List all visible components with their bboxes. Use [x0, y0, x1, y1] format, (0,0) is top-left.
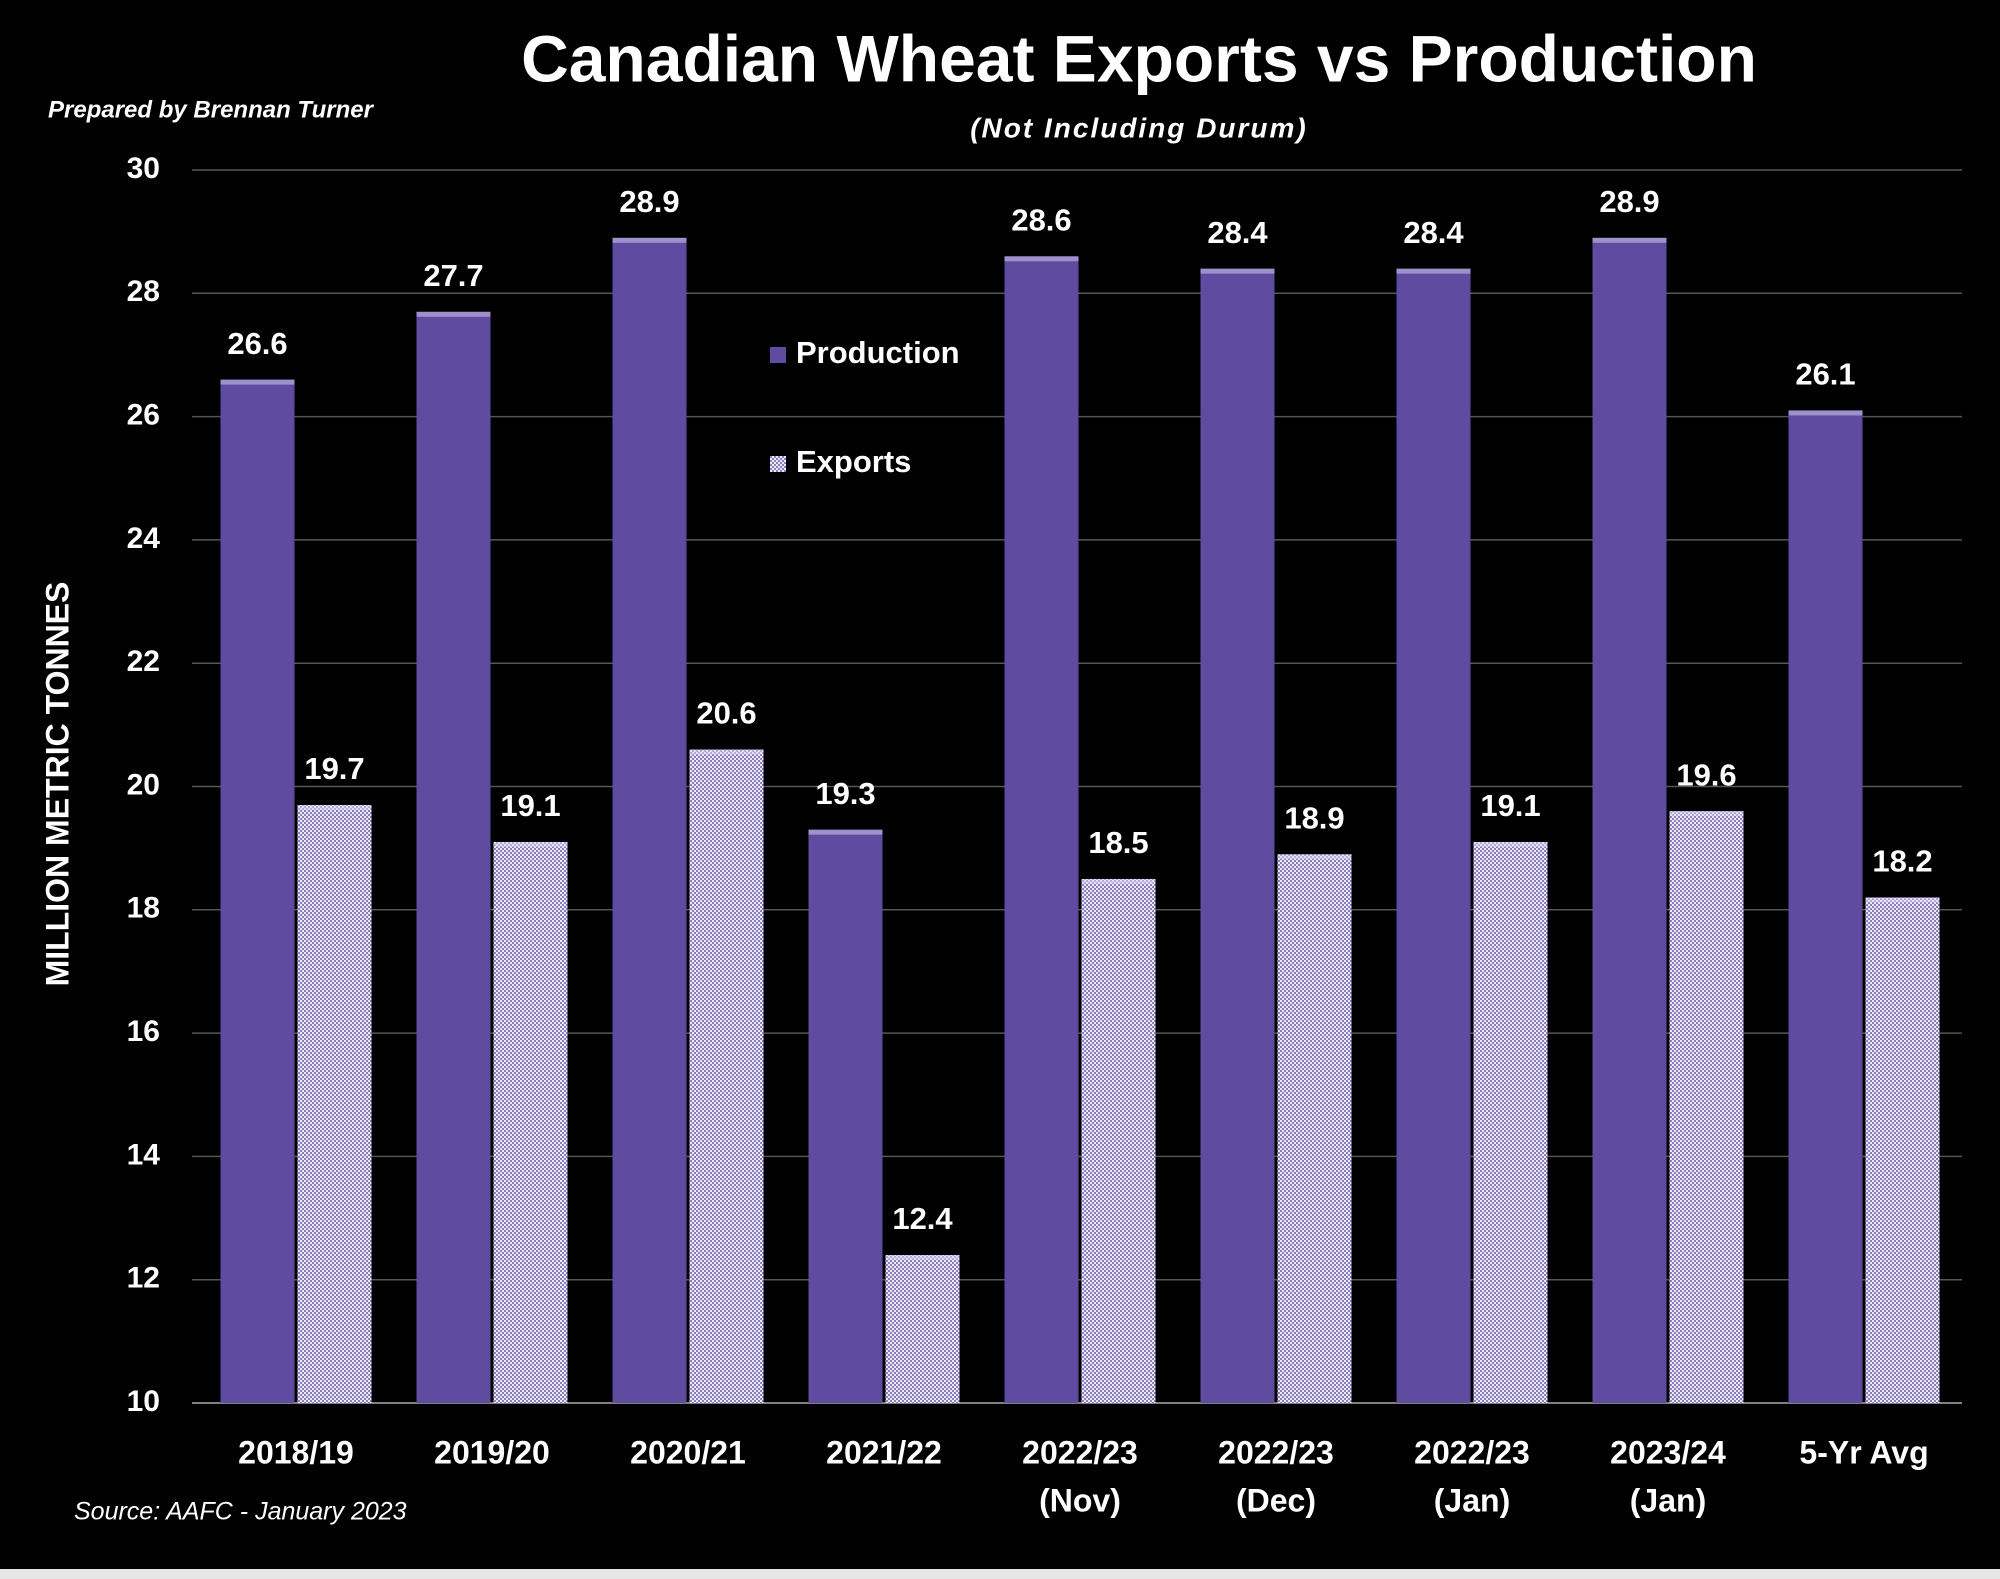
bar-cap	[808, 829, 883, 835]
y-tick-label: 24	[127, 522, 161, 555]
bar	[1081, 878, 1156, 1403]
legend-label: Exports	[796, 444, 911, 479]
value-label: 26.1	[1795, 357, 1855, 392]
bar-cap	[297, 804, 372, 810]
value-label: 18.5	[1088, 825, 1148, 860]
bar-cap	[493, 841, 568, 847]
x-tick-label: 2022/23	[1022, 1434, 1138, 1470]
value-label: 18.2	[1872, 844, 1932, 879]
x-tick-label: (Nov)	[1039, 1482, 1121, 1518]
y-tick-label: 30	[127, 152, 160, 185]
x-tick-label: 2022/23	[1414, 1434, 1530, 1470]
x-tick-label: 2019/20	[434, 1434, 550, 1470]
y-tick-label: 10	[127, 1385, 160, 1418]
value-label: 28.4	[1207, 215, 1268, 250]
value-label: 12.4	[892, 1201, 953, 1236]
chart-subtitle: (Not Including Durum)	[970, 112, 1308, 143]
value-label: 19.6	[1676, 757, 1736, 792]
bar-cap	[1865, 897, 1940, 903]
bar-cap	[612, 237, 687, 243]
bar-cap	[1592, 237, 1667, 243]
bar	[1277, 854, 1352, 1403]
source: Source: AAFC - January 2023	[74, 1498, 407, 1526]
bar	[493, 841, 568, 1403]
bar-cap	[1669, 811, 1744, 817]
bar	[1200, 268, 1275, 1403]
bar	[297, 804, 372, 1403]
value-label: 18.9	[1284, 801, 1344, 836]
bar-cap	[885, 1255, 960, 1261]
x-tick-label: 2021/22	[826, 1434, 942, 1470]
x-tick-label: 2018/19	[238, 1434, 354, 1470]
bar	[1592, 237, 1667, 1404]
bar-cap	[1788, 410, 1863, 416]
bar-cap	[220, 379, 295, 385]
x-tick-label: (Jan)	[1630, 1482, 1706, 1518]
y-tick-label: 20	[127, 768, 160, 801]
value-label: 19.1	[1480, 788, 1540, 823]
bar	[808, 829, 883, 1403]
x-tick-label: 2022/23	[1218, 1434, 1334, 1470]
y-axis-label: MILLION METRIC TONNES	[39, 582, 75, 987]
y-tick-label: 22	[127, 645, 160, 678]
bar	[220, 379, 295, 1403]
legend-swatch	[770, 456, 786, 472]
credit: Prepared by Brennan Turner	[48, 96, 375, 123]
y-tick-label: 16	[127, 1015, 160, 1048]
x-tick-label: 2020/21	[630, 1434, 746, 1470]
bar	[416, 311, 491, 1403]
value-label: 19.3	[815, 776, 875, 811]
value-label: 28.4	[1403, 215, 1464, 250]
bar	[1669, 811, 1744, 1403]
bar	[1788, 410, 1863, 1403]
bar	[1004, 256, 1079, 1403]
bar	[1473, 841, 1548, 1403]
value-label: 19.7	[304, 751, 364, 786]
bar-cap	[1081, 878, 1156, 884]
bar	[1396, 268, 1471, 1403]
bar-cap	[1396, 268, 1471, 274]
legend-swatch	[770, 347, 786, 363]
value-label: 28.9	[619, 184, 679, 219]
value-label: 26.6	[227, 326, 287, 361]
y-tick-label: 28	[127, 275, 160, 308]
value-label: 28.6	[1011, 202, 1071, 237]
legend-label: Production	[796, 335, 960, 370]
bar-cap	[689, 749, 764, 755]
bar-cap	[1004, 256, 1079, 262]
value-label: 28.9	[1599, 184, 1659, 219]
x-tick-label: (Dec)	[1236, 1482, 1316, 1518]
bar	[885, 1255, 960, 1403]
bottom-strip	[0, 1569, 2000, 1579]
bar	[612, 237, 687, 1404]
x-tick-label: (Jan)	[1434, 1482, 1510, 1518]
chart-title: Canadian Wheat Exports vs Production	[521, 21, 1757, 95]
value-label: 19.1	[500, 788, 560, 823]
x-tick-label: 5-Yr Avg	[1799, 1434, 1928, 1470]
bar-cap	[1277, 854, 1352, 860]
bar-cap	[1200, 268, 1275, 274]
bar	[689, 749, 764, 1403]
bar-cap	[1473, 841, 1548, 847]
y-tick-label: 12	[127, 1262, 160, 1295]
bar	[1865, 897, 1940, 1403]
x-tick-label: 2023/24	[1610, 1434, 1726, 1470]
y-tick-label: 18	[127, 892, 160, 925]
y-tick-label: 26	[127, 399, 160, 432]
value-label: 27.7	[423, 258, 483, 293]
value-label: 20.6	[696, 696, 756, 731]
bar-cap	[416, 311, 491, 317]
y-tick-label: 14	[127, 1138, 161, 1171]
